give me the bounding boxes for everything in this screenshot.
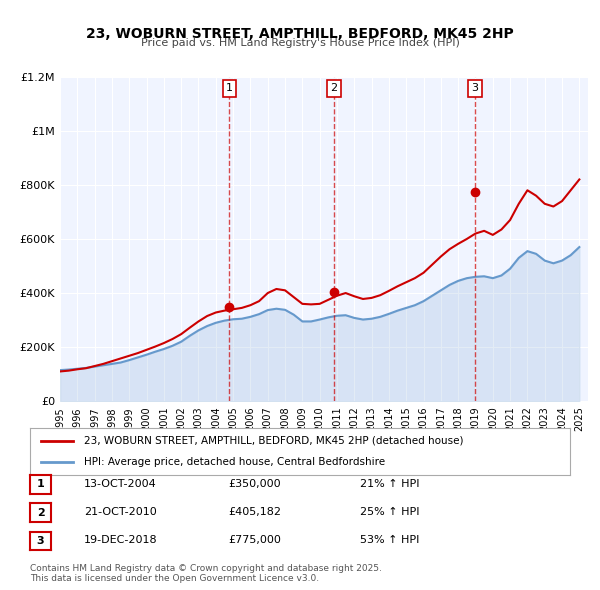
Text: 3: 3 <box>472 83 478 93</box>
Text: Contains HM Land Registry data © Crown copyright and database right 2025.
This d: Contains HM Land Registry data © Crown c… <box>30 563 382 583</box>
Text: 23, WOBURN STREET, AMPTHILL, BEDFORD, MK45 2HP: 23, WOBURN STREET, AMPTHILL, BEDFORD, MK… <box>86 27 514 41</box>
Text: 23, WOBURN STREET, AMPTHILL, BEDFORD, MK45 2HP (detached house): 23, WOBURN STREET, AMPTHILL, BEDFORD, MK… <box>84 436 464 446</box>
Text: £775,000: £775,000 <box>228 536 281 545</box>
Text: 13-OCT-2004: 13-OCT-2004 <box>84 479 157 489</box>
Text: 1: 1 <box>226 83 233 93</box>
Text: 53% ↑ HPI: 53% ↑ HPI <box>360 536 419 545</box>
Text: 21-OCT-2010: 21-OCT-2010 <box>84 507 157 517</box>
Text: 21% ↑ HPI: 21% ↑ HPI <box>360 479 419 489</box>
Text: £405,182: £405,182 <box>228 507 281 517</box>
Text: 2: 2 <box>37 508 44 517</box>
Text: 25% ↑ HPI: 25% ↑ HPI <box>360 507 419 517</box>
Text: Price paid vs. HM Land Registry's House Price Index (HPI): Price paid vs. HM Land Registry's House … <box>140 38 460 48</box>
Text: 3: 3 <box>37 536 44 546</box>
Text: £350,000: £350,000 <box>228 479 281 489</box>
Text: 19-DEC-2018: 19-DEC-2018 <box>84 536 158 545</box>
Text: 2: 2 <box>330 83 337 93</box>
Text: HPI: Average price, detached house, Central Bedfordshire: HPI: Average price, detached house, Cent… <box>84 457 385 467</box>
Text: 1: 1 <box>37 480 44 489</box>
